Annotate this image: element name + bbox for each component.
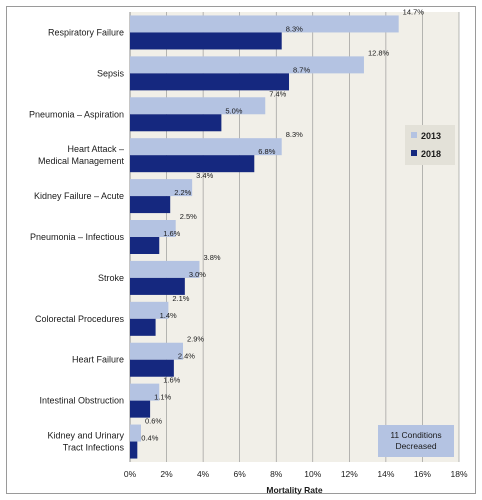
note-line: Decreased bbox=[395, 441, 436, 451]
bar-2018 bbox=[130, 400, 151, 418]
data-label-2013: 8.3% bbox=[286, 130, 303, 139]
bar-2018 bbox=[130, 318, 156, 336]
x-tick-label: 0% bbox=[124, 469, 137, 479]
bar-2013 bbox=[130, 15, 399, 33]
category-label-line: Respiratory Failure bbox=[48, 27, 124, 37]
bar-2018 bbox=[130, 155, 255, 173]
category-label: Colorectal Procedures bbox=[35, 314, 125, 324]
bar-2013 bbox=[130, 138, 282, 156]
x-tick-label: 6% bbox=[234, 469, 247, 479]
category-label: Pneumonia – Infectious bbox=[30, 232, 125, 242]
x-tick-label: 4% bbox=[197, 469, 210, 479]
category-label: Kidney and Urinary Tract Infections bbox=[47, 431, 124, 453]
mortality-rate-chart: 14.7% 8.3% 12.8% 8.7% 7.4% 5.0% 8.3% 6.8% 3.4% 2.… bbox=[29, 7, 468, 495]
category-label-line: Tract Infections bbox=[63, 443, 125, 453]
data-label-2018: 2.4% bbox=[178, 352, 195, 361]
data-label-2013: 14.7% bbox=[403, 7, 425, 16]
x-axis-title: Mortality Rate bbox=[266, 485, 322, 495]
bar-2013 bbox=[130, 56, 364, 74]
conditions-decreased-note: 11 Conditions Decreased bbox=[378, 425, 454, 457]
category-label-line: Medical Management bbox=[38, 156, 125, 166]
data-label-2018: 0.4% bbox=[141, 434, 158, 443]
category-label-line: Colorectal Procedures bbox=[35, 314, 125, 324]
bar-2018 bbox=[130, 196, 171, 214]
data-label-2013: 2.5% bbox=[180, 212, 197, 221]
bar-2018 bbox=[130, 441, 138, 459]
legend-swatch-2018 bbox=[411, 150, 417, 156]
bar-2013 bbox=[130, 301, 169, 319]
data-label-2013: 3.4% bbox=[196, 171, 213, 180]
data-label-2018: 2.2% bbox=[174, 188, 191, 197]
category-labels: Respiratory Failure Sepsis Pneumonia – Asp… bbox=[29, 27, 125, 452]
chart-frame: 14.7% 8.3% 12.8% 8.7% 7.4% 5.0% 8.3% 6.8% 3.4% 2.… bbox=[6, 6, 476, 495]
note-box bbox=[378, 425, 454, 457]
category-label: Stroke bbox=[98, 273, 124, 283]
category-label-line: Heart Attack – bbox=[67, 144, 124, 154]
data-label-2018: 8.7% bbox=[293, 65, 310, 74]
bar-2013 bbox=[130, 220, 176, 237]
data-label-2013: 2.9% bbox=[187, 335, 204, 344]
bar-2018 bbox=[130, 237, 160, 254]
bar-2013 bbox=[130, 383, 160, 401]
legend-label-2013: 2013 bbox=[421, 131, 441, 141]
data-label-2018: 1.4% bbox=[160, 311, 177, 320]
category-label: Intestinal Obstruction bbox=[39, 396, 124, 406]
category-label-line: Heart Failure bbox=[72, 355, 124, 365]
data-label-2013: 12.8% bbox=[368, 48, 390, 57]
category-label-line: Pneumonia – Infectious bbox=[30, 232, 125, 242]
bar-2018 bbox=[130, 277, 185, 295]
data-label-2018: 8.3% bbox=[286, 24, 303, 33]
bar-2013 bbox=[130, 97, 266, 115]
data-label-2018: 1.1% bbox=[154, 393, 171, 402]
x-tick-label: 8% bbox=[270, 469, 283, 479]
legend-label-2018: 2018 bbox=[421, 149, 441, 159]
category-label: Respiratory Failure bbox=[48, 27, 124, 37]
data-label-2013: 7.4% bbox=[269, 89, 286, 98]
x-tick-label: 2% bbox=[160, 469, 173, 479]
note-line: 11 Conditions bbox=[390, 430, 441, 440]
category-label-line: Sepsis bbox=[97, 68, 125, 78]
x-tick-label: 16% bbox=[414, 469, 431, 479]
bar-2013 bbox=[130, 342, 184, 360]
note-text: 11 Conditions Decreased bbox=[390, 430, 441, 451]
bars: 14.7% 8.3% 12.8% 8.7% 7.4% 5.0% 8.3% 6.8% 3.4% 2.… bbox=[130, 7, 425, 459]
x-tick-labels: 0% 2% 4% 6% 8% 10% 12% 14% 16% 18% bbox=[124, 469, 468, 479]
data-label-2018: 3.0% bbox=[189, 270, 206, 279]
legend: 2013 2018 bbox=[405, 125, 455, 165]
category-label: Heart Failure bbox=[72, 355, 124, 365]
category-label: Kidney Failure – Acute bbox=[34, 191, 124, 201]
category-label-line: Kidney Failure – Acute bbox=[34, 191, 124, 201]
data-label-2013: 1.6% bbox=[163, 376, 180, 385]
x-tick-label: 12% bbox=[341, 469, 358, 479]
x-tick-label: 10% bbox=[304, 469, 321, 479]
data-label-2013: 0.6% bbox=[145, 417, 162, 426]
bar-2018 bbox=[130, 359, 174, 377]
x-tick-label: 14% bbox=[377, 469, 394, 479]
legend-swatch-2013 bbox=[411, 132, 417, 138]
category-label-line: Kidney and Urinary bbox=[47, 431, 124, 441]
bar-2018 bbox=[130, 32, 282, 50]
legend-box bbox=[405, 125, 455, 165]
category-label-line: Stroke bbox=[98, 273, 124, 283]
data-label-2018: 5.0% bbox=[225, 106, 242, 115]
category-label: Sepsis bbox=[97, 68, 125, 78]
category-label-line: Pneumonia – Aspiration bbox=[29, 109, 124, 119]
category-label: Heart Attack – Medical Management bbox=[38, 144, 125, 166]
data-label-2013: 3.8% bbox=[203, 253, 220, 262]
data-label-2013: 2.1% bbox=[172, 294, 189, 303]
data-label-2018: 1.6% bbox=[163, 229, 180, 238]
bar-2018 bbox=[130, 73, 290, 91]
category-label: Pneumonia – Aspiration bbox=[29, 109, 124, 119]
data-label-2018: 6.8% bbox=[258, 147, 275, 156]
bar-2013 bbox=[130, 424, 141, 442]
bar-2013 bbox=[130, 179, 193, 197]
bar-2018 bbox=[130, 114, 222, 132]
x-tick-label: 18% bbox=[450, 469, 467, 479]
category-label-line: Intestinal Obstruction bbox=[39, 396, 124, 406]
bar-2013 bbox=[130, 260, 200, 278]
